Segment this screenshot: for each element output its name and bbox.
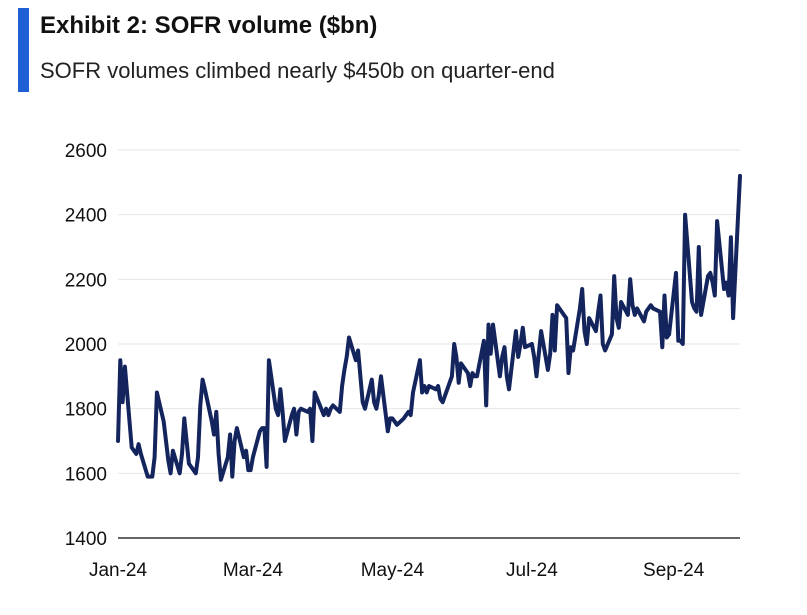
chart-title: Exhibit 2: SOFR volume ($bn): [40, 12, 378, 39]
x-tick-label: Jul-24: [506, 560, 558, 581]
y-tick-label: 2400: [65, 206, 107, 227]
x-tick-label: May-24: [361, 560, 425, 581]
x-tick-label: Jan-24: [89, 560, 148, 581]
y-tick-label: 2200: [65, 270, 107, 291]
y-tick-label: 1400: [65, 529, 107, 550]
x-tick-label: Mar-24: [223, 560, 284, 581]
y-tick-label: 1600: [65, 464, 107, 485]
y-tick-label: 1800: [65, 400, 107, 421]
header-accent-bar: [18, 8, 29, 92]
sofr-volume-series-line: [116, 173, 742, 482]
y-tick-label: 2600: [65, 141, 107, 162]
chart-subtitle: SOFR volumes climbed nearly $450b on qua…: [40, 58, 555, 83]
y-tick-label: 2000: [65, 335, 107, 356]
x-tick-label: Sep-24: [643, 560, 705, 581]
